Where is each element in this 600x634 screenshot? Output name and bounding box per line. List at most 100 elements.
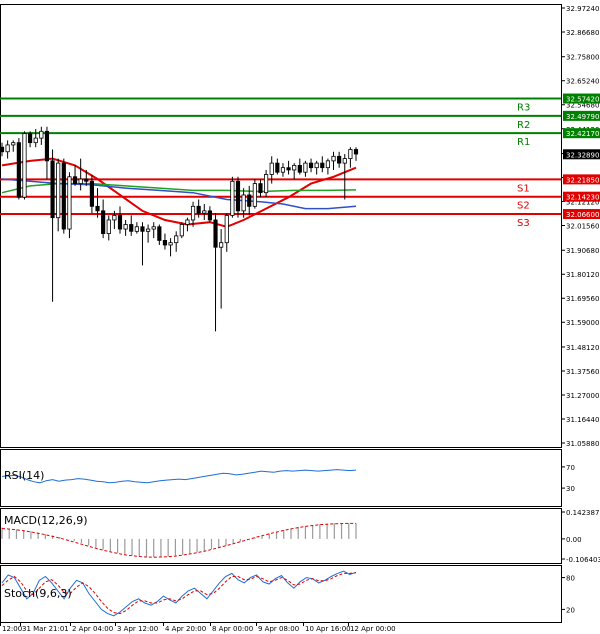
rsi-panel: 70 30 RSI(14) — [0, 449, 575, 507]
candle-body-up — [202, 210, 207, 214]
candle — [134, 222, 139, 234]
rsi-tick-label: 30 — [566, 485, 575, 493]
candle-body-up — [56, 162, 61, 219]
candle-body-up — [185, 219, 190, 225]
candle — [50, 149, 55, 302]
level-name-r3: R3 — [517, 103, 530, 114]
candle — [348, 147, 353, 168]
candle-body-down — [44, 130, 50, 162]
macd-frame — [0, 508, 562, 564]
y-tick-label: 31.05880 — [566, 440, 599, 448]
level-price-label: 32.14230 — [566, 194, 599, 202]
rsi-tick-label: 70 — [566, 464, 575, 472]
stoch-signal-line — [1, 572, 357, 615]
candle — [196, 199, 201, 218]
candle-body-down — [140, 226, 145, 232]
candle — [101, 199, 106, 239]
candle — [219, 229, 224, 309]
level-name-s3: S3 — [517, 218, 530, 229]
level-price-box — [563, 174, 600, 185]
candle-body-up — [78, 178, 83, 184]
moving-average-red-ma — [1, 157, 357, 228]
candle — [61, 158, 66, 234]
candle-body-up — [303, 162, 308, 173]
time-axis: 12:00 31 Mar 21:01 2 Apr 04:00 3 Apr 12:00 4… — [0, 622, 396, 633]
stoch-label: Stoch(9,6,3) — [4, 587, 72, 600]
candle — [325, 158, 330, 175]
level-price-label: 32.49790 — [566, 113, 599, 121]
candle-body-up — [314, 162, 319, 169]
candle-body-down — [297, 164, 302, 173]
candle — [106, 215, 111, 241]
candle — [353, 147, 359, 161]
x-tick-label: 4 Apr 20:00 — [165, 625, 206, 633]
candle-body-up — [174, 235, 179, 244]
candle-body-down — [157, 226, 162, 241]
x-tick-label: 8 Apr 00:00 — [212, 625, 253, 633]
candle-body-up — [134, 226, 139, 232]
candle — [264, 169, 269, 198]
candle-body-down — [213, 219, 218, 248]
candle — [157, 224, 162, 245]
candle-body-down — [84, 178, 89, 182]
candle-body-up — [39, 130, 44, 139]
candle-body-up — [67, 176, 72, 230]
candle — [286, 160, 291, 175]
candle — [247, 185, 252, 216]
candle — [146, 224, 151, 243]
candle-body-up — [280, 167, 286, 173]
level-name-r2: R2 — [517, 120, 530, 131]
stoch-panel: 80 20 Stoch(9,6,3) — [0, 565, 575, 623]
candle — [67, 172, 72, 239]
candle-body-up — [106, 219, 111, 234]
candle-body-up — [230, 180, 235, 216]
y-tick-label: 31.48120 — [566, 344, 599, 352]
y-tick-label: 32.54680 — [566, 102, 599, 110]
candle — [162, 233, 168, 250]
candle — [16, 138, 21, 200]
candle-body-up — [269, 162, 274, 175]
level-name-s1: S1 — [517, 183, 530, 194]
rsi-line — [1, 469, 357, 484]
y-tick-label: 31.90680 — [566, 247, 599, 255]
rsi-frame — [0, 449, 562, 507]
candle — [39, 126, 44, 145]
candle-body-up — [190, 205, 196, 221]
y-tick-label: 32.86680 — [566, 29, 599, 37]
x-tick-label: 31 Mar 21:01 — [22, 625, 69, 633]
candle-body-down — [117, 215, 123, 230]
y-tick-label: 31.37560 — [566, 368, 599, 376]
candle-body-down — [28, 133, 33, 144]
candle-body-down — [247, 194, 252, 207]
level-price-box — [563, 209, 600, 220]
level-price-label: 32.57420 — [566, 96, 599, 104]
level-price-label: 32.42170 — [566, 130, 599, 138]
candle — [11, 140, 16, 152]
macd-tick-label: 0.142387 — [566, 509, 599, 517]
candle — [28, 131, 33, 148]
level-name-s2: S2 — [517, 201, 530, 212]
candle-body-down — [129, 224, 134, 232]
candle — [275, 158, 280, 175]
candle — [22, 131, 27, 200]
candle-body-down — [61, 162, 66, 230]
candle-body-down — [72, 176, 78, 184]
candle — [258, 179, 263, 198]
stoch-frame — [0, 565, 562, 623]
x-tick-label: 12 Apr 00:00 — [350, 625, 396, 633]
candle-body-up — [151, 226, 156, 230]
candle — [44, 126, 50, 180]
candle-body-up — [146, 228, 151, 232]
candle — [320, 156, 325, 173]
candle-body-up — [331, 155, 336, 162]
level-price-box — [563, 128, 600, 139]
candle-body-down — [50, 160, 55, 219]
y-tick-label: 31.59000 — [566, 319, 599, 327]
candle-body-down — [162, 240, 168, 246]
candle — [202, 204, 207, 220]
x-tick-label: 10 Apr 16:00 — [305, 625, 351, 633]
x-tick-label: 12:00 — [2, 625, 22, 633]
candle — [292, 163, 297, 180]
current-price-label: 32.32890 — [566, 151, 599, 159]
